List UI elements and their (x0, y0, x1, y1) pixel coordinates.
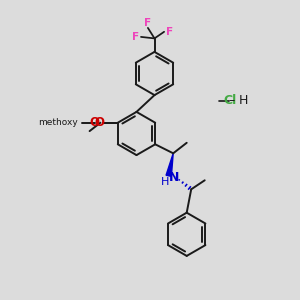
Text: H: H (238, 94, 248, 107)
Text: F: F (166, 27, 173, 37)
Text: F: F (144, 17, 152, 28)
Text: methoxy: methoxy (38, 118, 78, 127)
Text: F: F (132, 32, 139, 42)
Text: H: H (161, 177, 169, 188)
Text: O: O (94, 116, 104, 129)
Text: O: O (89, 116, 99, 129)
Text: Cl: Cl (224, 94, 237, 107)
Polygon shape (166, 153, 173, 176)
Text: –: – (229, 94, 235, 107)
Text: N: N (169, 171, 179, 184)
